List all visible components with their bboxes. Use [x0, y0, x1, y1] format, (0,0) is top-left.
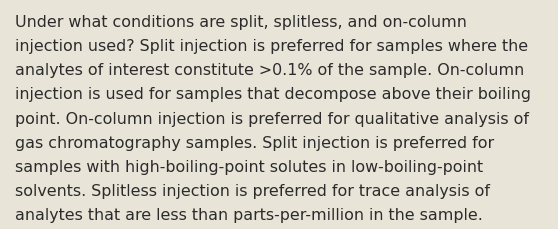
- Text: point. On-column injection is preferred for qualitative analysis of: point. On-column injection is preferred …: [15, 111, 529, 126]
- Text: analytes of interest constitute >0.1% of the sample. On-column: analytes of interest constitute >0.1% of…: [15, 63, 525, 78]
- Text: injection used? Split injection is preferred for samples where the: injection used? Split injection is prefe…: [15, 39, 528, 54]
- Text: gas chromatography samples. Split injection is preferred for: gas chromatography samples. Split inject…: [15, 135, 494, 150]
- Text: solvents. Splitless injection is preferred for trace analysis of: solvents. Splitless injection is preferr…: [15, 183, 490, 198]
- Text: Under what conditions are split, splitless, and on-column: Under what conditions are split, splitle…: [15, 15, 467, 30]
- Text: analytes that are less than parts-per-million in the sample.: analytes that are less than parts-per-mi…: [15, 207, 483, 222]
- Text: samples with high-boiling-point solutes in low-boiling-point: samples with high-boiling-point solutes …: [15, 159, 483, 174]
- Text: injection is used for samples that decompose above their boiling: injection is used for samples that decom…: [15, 87, 531, 102]
